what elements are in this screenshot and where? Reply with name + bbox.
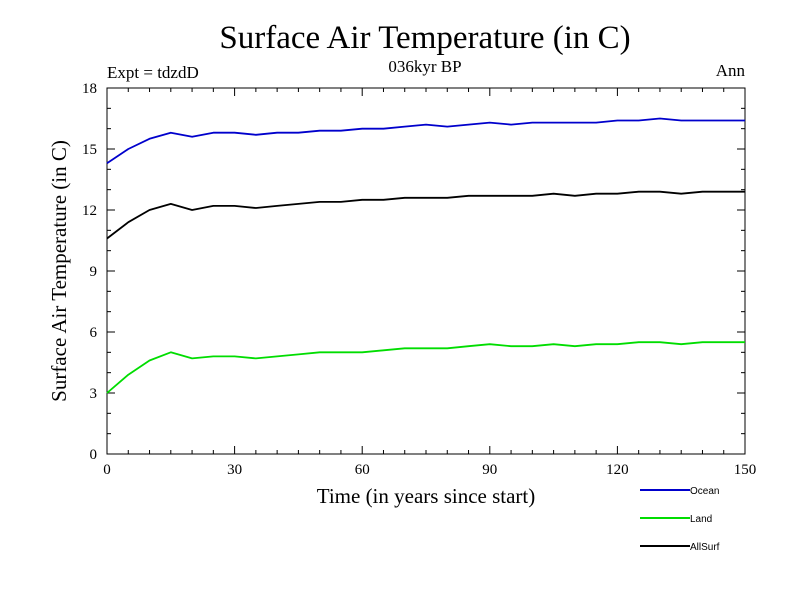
series-lines (106, 117, 745, 394)
y-tick-label: 18 (82, 81, 97, 97)
series-line-allsurf (106, 190, 745, 240)
x-tick-label: 90 (482, 462, 497, 478)
y-axis-label: Surface Air Temperature (in C) (47, 140, 71, 402)
chart-subtitle: 036kyr BP (388, 57, 461, 76)
y-tick-label: 9 (90, 264, 98, 280)
x-tick-label: 120 (606, 462, 629, 478)
x-axis: 0 30 60 90 120 150 (103, 88, 756, 478)
legend: Ocean Land AllSurf (640, 486, 720, 553)
y-tick-label: 12 (82, 203, 97, 219)
x-axis-label: Time (in years since start) (317, 484, 536, 508)
legend-label-land: Land (690, 514, 712, 525)
legend-label-ocean: Ocean (690, 486, 719, 497)
chart-title: Surface Air Temperature (in C) (219, 20, 630, 56)
x-tick-label: 30 (227, 462, 242, 478)
y-tick-label: 0 (90, 447, 98, 463)
series-line-land (106, 341, 745, 394)
plot-frame (106, 87, 746, 455)
season-label: Ann (716, 61, 746, 80)
x-tick-label: 60 (355, 462, 370, 478)
y-tick-label: 15 (82, 142, 97, 158)
legend-label-allsurf: AllSurf (690, 542, 720, 553)
y-tick-label: 3 (90, 386, 98, 402)
y-axis: 0 3 6 9 12 15 18 (82, 81, 745, 463)
x-tick-label: 150 (734, 462, 757, 478)
series-line-ocean (106, 117, 745, 164)
y-tick-label: 6 (90, 325, 98, 341)
x-tick-label: 0 (103, 462, 111, 478)
experiment-label: Expt = tdzdD (107, 63, 199, 82)
